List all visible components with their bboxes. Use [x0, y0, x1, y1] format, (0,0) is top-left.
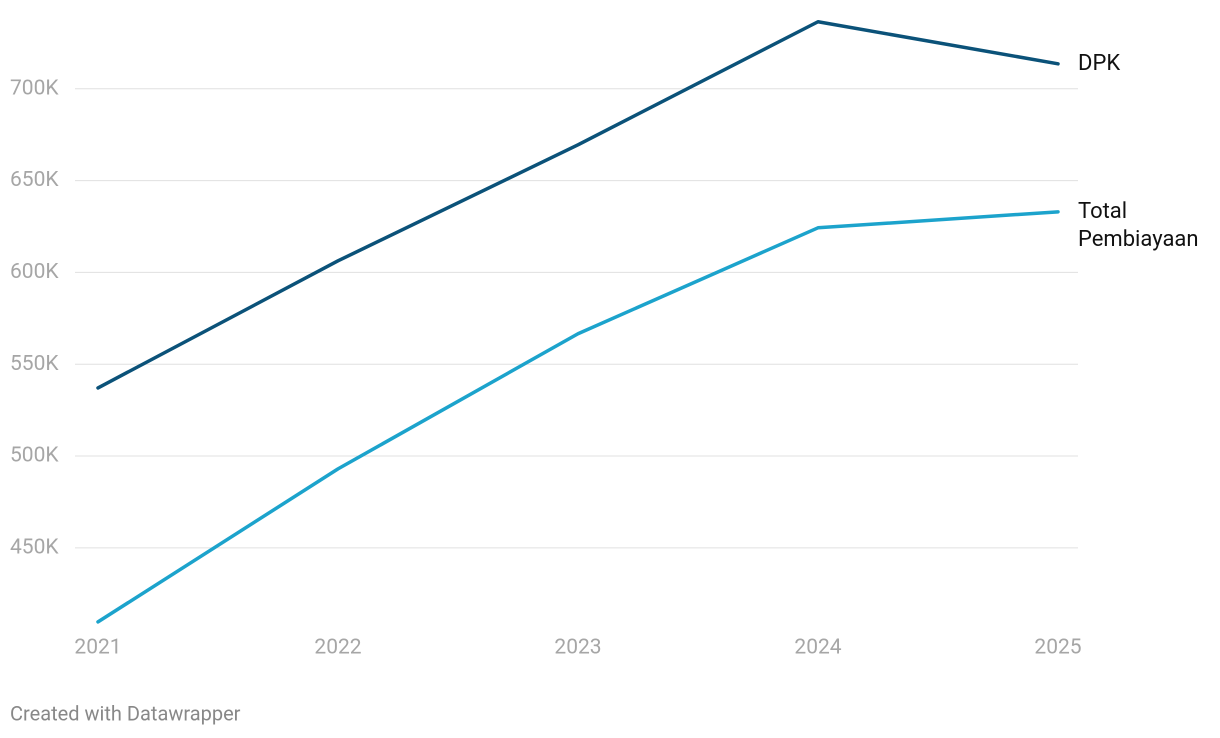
credit: Created with Datawrapper	[10, 701, 241, 725]
x-tick-label: 2022	[314, 636, 361, 660]
x-tick-label: 2024	[794, 636, 841, 660]
y-tick-label: 600K	[10, 260, 59, 284]
x-tick-label: 2021	[74, 636, 121, 660]
x-tick-label: 2023	[554, 636, 601, 660]
line	[96, 20, 1060, 390]
x-tick-label: 2025	[1034, 636, 1081, 660]
y-tick-label: 500K	[10, 444, 59, 468]
y-tick-label: 650K	[10, 168, 59, 192]
y-tick-label: 700K	[10, 76, 59, 100]
y-tick-label: 450K	[10, 535, 59, 559]
series-label: DPK	[1078, 50, 1121, 76]
series-label: Total Pembiayaan	[1078, 198, 1199, 252]
line	[96, 210, 1060, 624]
y-tick-label: 550K	[10, 352, 59, 376]
